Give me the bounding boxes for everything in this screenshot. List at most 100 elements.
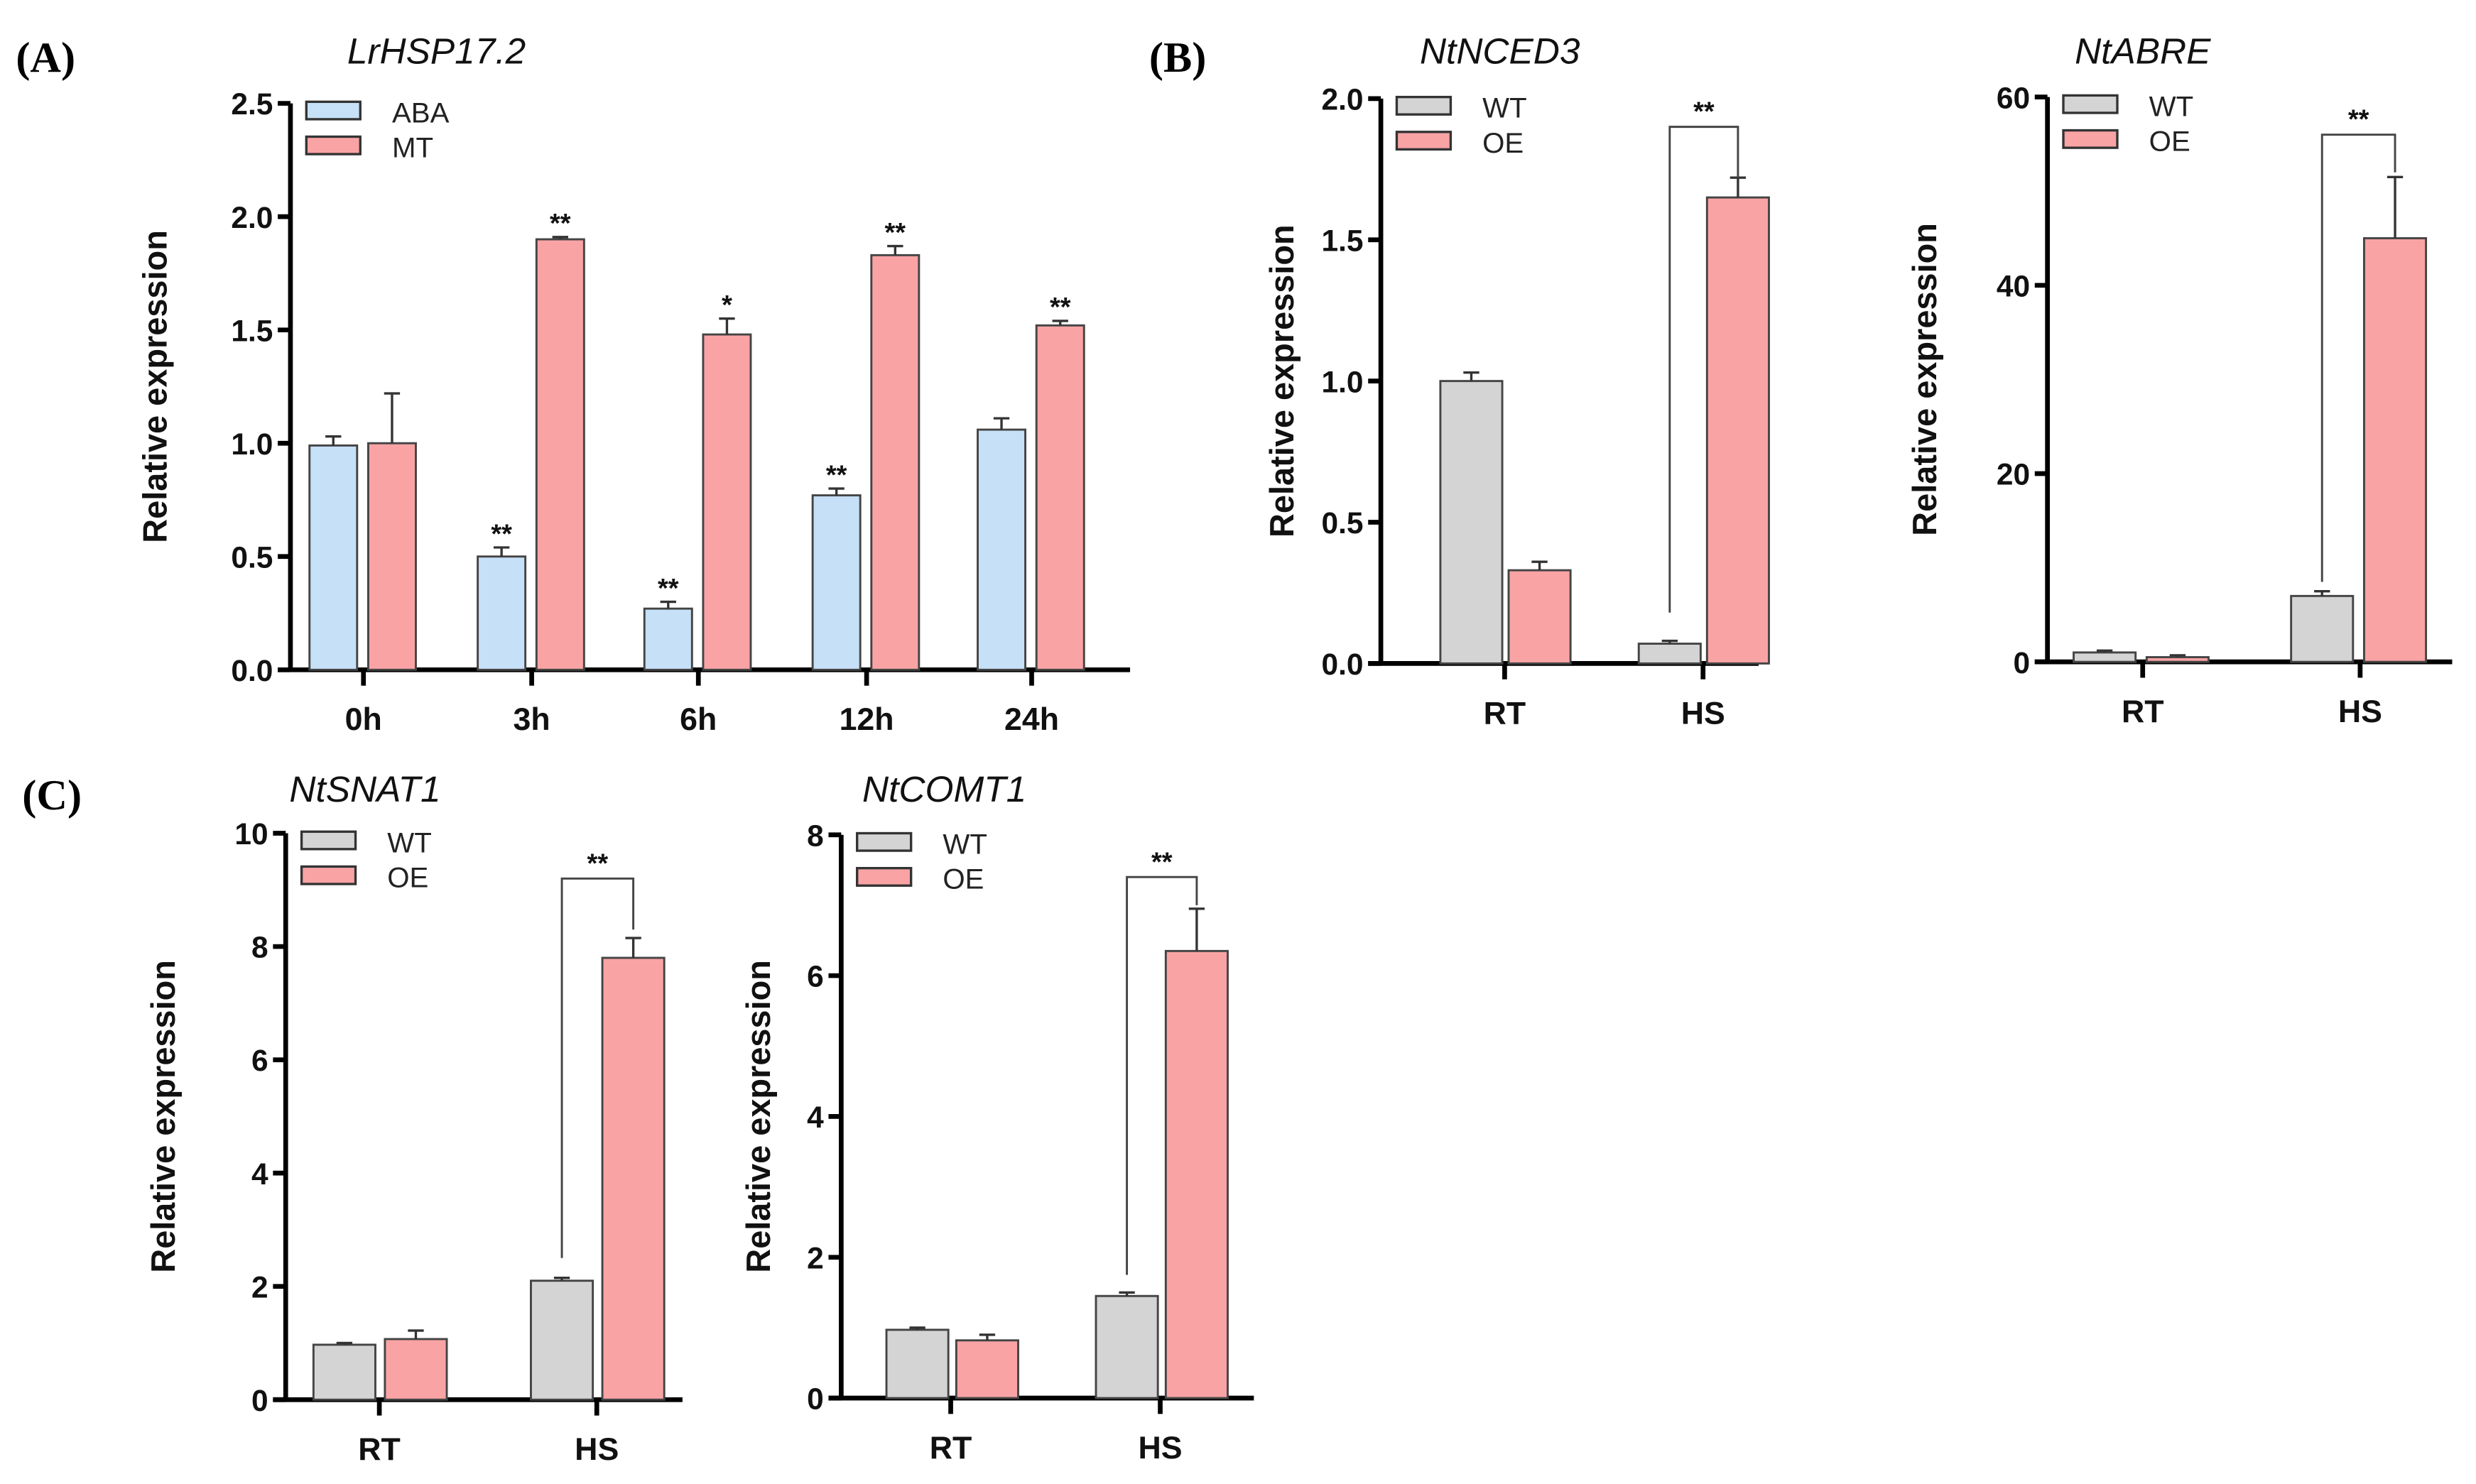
significance-label: * <box>722 290 732 320</box>
y-tick-label: 1.0 <box>1322 365 1364 398</box>
y-tick-label: 8 <box>807 819 824 852</box>
chart-title: NtABRE <box>2075 31 2211 72</box>
y-tick-label: 0.5 <box>1322 506 1364 540</box>
legend-label-OE: OE <box>943 863 984 895</box>
x-tick-label: HS <box>1138 1431 1182 1466</box>
significance-bracket <box>1668 126 1739 613</box>
bar-OE-RT <box>955 1339 1019 1400</box>
y-tick-label: 10 <box>234 817 268 851</box>
x-tick-label: RT <box>2122 694 2164 729</box>
legend-swatch-OE <box>1395 131 1453 151</box>
y-tick-label: 2.5 <box>231 87 273 121</box>
significance-bracket <box>1126 875 1198 1275</box>
significance-label: ** <box>491 519 512 549</box>
bar-WT-RT <box>2073 651 2137 663</box>
y-axis-label: Relative expression <box>740 960 777 1273</box>
y-tick-label: 60 <box>1997 81 2030 114</box>
y-tick-label: 2 <box>251 1270 268 1304</box>
y-tick-label: 2 <box>807 1241 824 1275</box>
y-axis-label: Relative expression <box>137 230 174 543</box>
x-tick-label: RT <box>930 1431 972 1466</box>
significance-label: ** <box>1693 97 1715 127</box>
legend-label-WT: WT <box>943 829 987 861</box>
legend-swatch-WT <box>1395 95 1453 116</box>
x-tick-label: HS <box>2338 694 2382 729</box>
y-tick-label: 0.5 <box>231 540 273 574</box>
bar-OE-HS <box>1164 949 1229 1400</box>
bar-WT-HS <box>1637 643 1702 665</box>
bar-WT-RT <box>312 1343 376 1401</box>
bar-WT-HS <box>1095 1294 1159 1400</box>
y-tick-label: 0 <box>807 1382 824 1416</box>
significance-label: ** <box>658 574 679 604</box>
y-tick-label: 0.0 <box>1322 648 1364 681</box>
y-tick-label: 2.0 <box>1322 83 1364 116</box>
y-tick-label: 0.0 <box>231 654 273 687</box>
chart-NtSNAT1: NtSNAT1 Relative expression 0 2 4 6 8 10 RT HS WTO… <box>145 768 683 1467</box>
significance-label: ** <box>826 460 847 490</box>
significance-bracket <box>560 877 635 1258</box>
y-tick-label: 4 <box>807 1101 824 1134</box>
y-tick-label: 0 <box>251 1384 268 1417</box>
y-tick-label: 0 <box>2013 646 2030 680</box>
x-tick-label: HS <box>1681 696 1725 731</box>
significance-label: ** <box>885 218 906 248</box>
bar-OE-HS <box>1705 196 1770 665</box>
bar-OE-HS <box>601 956 666 1401</box>
significance-bracket <box>2320 133 2396 582</box>
x-tick-label: 3h <box>514 702 550 737</box>
x-tick-label: RT <box>1484 696 1526 731</box>
y-tick-label: 8 <box>251 931 268 964</box>
y-axis-label: Relative expression <box>1906 223 1943 536</box>
panel-label-a: (A) <box>16 34 75 82</box>
bar-OE-RT <box>1507 569 1572 665</box>
legend-swatch-OE <box>2062 129 2119 149</box>
y-tick-label: 4 <box>251 1157 268 1191</box>
y-tick-label: 20 <box>1997 458 2030 491</box>
bar-MT-6h <box>702 333 752 671</box>
significance-label: ** <box>587 849 609 878</box>
y-tick-label: 40 <box>1997 269 2030 302</box>
bar-OE-HS <box>2363 237 2428 663</box>
y-tick-label: 6 <box>807 960 824 993</box>
legend-swatch-OE <box>856 866 913 887</box>
bar-ABA-0h <box>308 444 359 671</box>
chart-title: NtSNAT1 <box>289 768 440 809</box>
bar-WT-RT <box>885 1328 950 1400</box>
bar-MT-3h <box>535 238 585 671</box>
significance-label: ** <box>550 209 571 239</box>
legend-swatch-OE <box>300 865 357 885</box>
chart-LrHSP17.2: LrHSP17.2 Relative expression 0.0 0.5 1.0 1.5… <box>137 31 1131 737</box>
legend-label-WT: WT <box>387 826 432 858</box>
legend-swatch-MT <box>305 135 362 156</box>
bar-MT-24h <box>1035 324 1085 671</box>
bar-ABA-3h <box>477 555 527 671</box>
y-tick-label: 6 <box>251 1044 268 1077</box>
chart-title: LrHSP17.2 <box>347 31 526 72</box>
panel-label-b: (B) <box>1149 34 1206 82</box>
x-tick-label: 6h <box>680 702 717 737</box>
y-tick-label: 2.0 <box>231 201 273 234</box>
bar-WT-HS <box>530 1280 594 1401</box>
y-axis-label: Relative expression <box>145 960 182 1273</box>
y-tick-label: 1.5 <box>231 314 273 347</box>
legend-swatch-ABA <box>305 100 362 121</box>
bar-OE-RT <box>384 1338 448 1401</box>
bar-MT-0h <box>366 442 417 671</box>
chart-title: NtNCED3 <box>1420 31 1580 72</box>
y-tick-label: 1.5 <box>1322 224 1364 257</box>
chart-NtNCED3: NtNCED3 Relative expression 0.0 0.5 1.0 1.5 2.… <box>1264 31 1770 731</box>
chart-NtABRE: NtABRE Relative expression 0 20 40 60 RT HS WT OE… <box>1906 31 2453 729</box>
panel-label-c: (C) <box>22 772 82 819</box>
bar-ABA-6h <box>643 607 693 671</box>
legend-label-ABA: ABA <box>392 97 450 129</box>
chart-title: NtCOMT1 <box>862 768 1026 809</box>
significance-label: ** <box>1050 293 1071 322</box>
bar-ABA-24h <box>977 428 1027 671</box>
legend-label-MT: MT <box>392 132 433 164</box>
bar-OE-RT <box>2145 656 2210 663</box>
legend-label-WT: WT <box>2149 90 2194 122</box>
x-tick-label: 0h <box>345 702 382 737</box>
